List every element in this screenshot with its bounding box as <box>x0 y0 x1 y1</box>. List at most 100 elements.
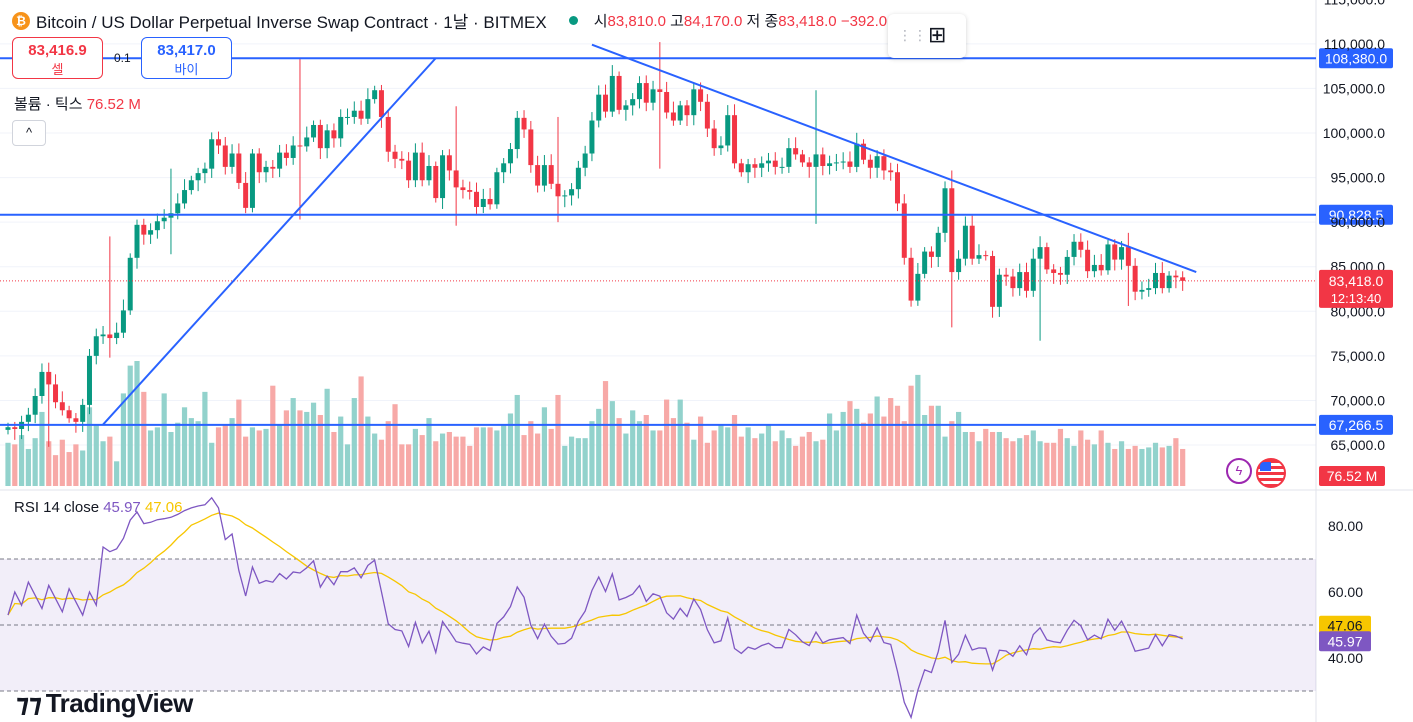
candle-body <box>555 183 561 197</box>
candle-body <box>643 83 649 103</box>
candle-body <box>915 273 921 301</box>
volume-bar <box>541 407 548 486</box>
volume-bar <box>175 422 181 486</box>
volume-bar <box>433 441 439 486</box>
candle-body <box>1003 274 1009 277</box>
candle-body <box>345 116 350 118</box>
candle-body <box>59 402 65 411</box>
candle-body <box>1091 264 1097 272</box>
tradingview-logo[interactable]: ⁊⁊ TradingView <box>16 688 193 719</box>
volume-bar <box>1098 430 1104 486</box>
volume-bar <box>996 431 1002 486</box>
volume-bar <box>759 433 765 486</box>
candle-body <box>46 371 52 385</box>
candle-body <box>589 120 595 154</box>
volume-bar <box>528 421 534 486</box>
candle-body <box>670 112 676 121</box>
close-label: 종 <box>764 13 779 30</box>
candle-body <box>528 129 534 166</box>
volume-bar <box>725 427 731 486</box>
candle-body <box>331 130 337 139</box>
candle-body <box>990 256 996 307</box>
bar-countdown-label: 12:13:40 <box>1331 291 1382 306</box>
volume-bar <box>168 431 174 486</box>
volume-bar <box>243 436 249 486</box>
volume-bar <box>826 413 833 486</box>
volume-bar <box>691 439 697 486</box>
candle-body <box>833 162 839 164</box>
volume-bar <box>297 410 303 486</box>
volume-legend-label: 볼륨 · 틱스 <box>14 96 83 113</box>
volume-bar <box>134 361 140 486</box>
candle-body <box>378 90 384 117</box>
volume-bar <box>453 436 459 486</box>
volume-bar <box>32 438 38 486</box>
floating-toolbar[interactable]: ⋮⋮ ⊞ <box>888 14 966 58</box>
volume-bar <box>596 408 602 486</box>
hline-label-bg <box>1319 204 1393 225</box>
volume-bar <box>181 407 188 486</box>
volume-legend[interactable]: 볼륨 · 틱스 76.52 M <box>14 93 141 114</box>
candle-body <box>154 221 160 231</box>
us-flag-icon[interactable] <box>1256 458 1286 488</box>
buy-button[interactable]: 83,417.0 바이 <box>141 37 232 79</box>
open-label: 시 <box>593 13 608 30</box>
volume-bar <box>738 436 744 486</box>
collapse-legend-button[interactable]: ^ <box>12 120 46 146</box>
rsi-legend-label: RSI 14 close <box>14 499 100 516</box>
volume-bar <box>657 430 663 486</box>
volume-bar <box>582 438 588 486</box>
candle-body <box>1132 265 1138 292</box>
candle-body <box>480 198 486 207</box>
volume-bar <box>643 415 649 486</box>
candle-body <box>66 410 72 419</box>
rsi-ma-label-bg <box>1319 615 1371 636</box>
symbol-title[interactable]: Bitcoin / US Dollar Perpetual Inverse Sw… <box>36 13 547 32</box>
volume-bar <box>636 421 643 486</box>
volume-bar <box>1118 441 1125 486</box>
volume-bar <box>908 385 914 486</box>
hline-label-bg <box>1319 48 1393 69</box>
volume-bar <box>894 405 901 486</box>
candle-body <box>888 170 894 173</box>
candle-body <box>351 110 357 117</box>
candle-body <box>249 153 255 208</box>
candle-body <box>107 334 113 339</box>
sell-button[interactable]: 83,416.9 셀 <box>12 37 103 79</box>
candle-body <box>324 130 330 149</box>
lightning-event-icon[interactable]: ϟ <box>1226 458 1252 484</box>
candle-body <box>861 143 867 160</box>
candle-body <box>562 195 568 197</box>
candle-body <box>793 148 799 155</box>
volume-bar <box>114 461 120 486</box>
candle-body <box>636 83 642 100</box>
drag-handle-icon[interactable]: ⋮⋮ <box>898 27 928 43</box>
volume-bar <box>188 418 194 486</box>
candle-body <box>229 153 235 167</box>
candle-body <box>86 355 92 405</box>
volume-bar <box>107 436 113 486</box>
rsi-legend[interactable]: RSI 14 close 45.97 47.06 <box>14 499 182 516</box>
candle-body <box>1010 276 1016 289</box>
object-tree-icon[interactable]: ⊞ <box>928 22 947 47</box>
chevron-up-icon: ^ <box>25 125 33 140</box>
volume-bar <box>120 393 127 486</box>
sell-label: 셀 <box>51 62 64 77</box>
candle-body <box>725 115 731 146</box>
volume-bar <box>1166 445 1172 486</box>
candle-body <box>433 165 439 199</box>
volume-bar <box>1017 438 1023 486</box>
logo-text: TradingView <box>45 688 194 718</box>
volume-bar <box>5 442 11 486</box>
volume-bar <box>412 428 418 486</box>
candle-body <box>799 154 805 163</box>
candle-body <box>372 90 378 100</box>
volume-bar <box>535 433 541 486</box>
candle-body <box>759 163 765 168</box>
candle-body <box>1146 288 1152 290</box>
volume-bar <box>215 427 222 486</box>
candle-body <box>426 165 432 181</box>
candle-body <box>290 145 296 158</box>
candle-body <box>514 117 520 150</box>
